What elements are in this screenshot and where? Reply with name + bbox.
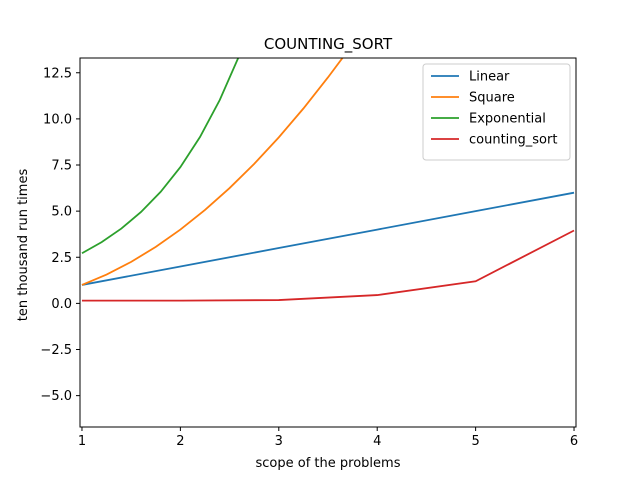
x-tick-label: 2 [176,434,184,449]
x-tick-label: 3 [275,434,283,449]
y-tick-label: 0.0 [51,297,72,312]
y-axis-label: ten thousand run times [16,169,31,322]
x-axis: 1 2 3 4 5 6 [78,427,578,449]
x-axis-label: scope of the problems [256,456,401,471]
x-tick-label: 1 [78,434,86,449]
series-line-counting-sort [81,229,575,302]
y-tick-label: 2.5 [51,251,72,266]
plot-area [79,57,577,428]
series-line-linear [81,191,575,286]
x-tick-label: 4 [373,434,381,449]
axes-frame [79,57,577,428]
y-tick-label: 12.5 [43,66,72,81]
x-tick-label: 6 [570,434,578,449]
y-tick-label: −5.0 [40,389,72,404]
y-tick-label: −2.5 [40,343,72,358]
y-tick-label: 7.5 [51,159,72,174]
legend-entry: counting_sort [469,133,557,148]
series-line-square [81,58,344,286]
y-tick-label: 10.0 [43,112,72,127]
y-tick-label: 5.0 [51,205,72,220]
x-tick-label: 5 [471,434,479,449]
legend-entry: Linear [469,70,510,85]
legend-entry: Exponential [469,112,546,127]
legend-box [422,63,571,161]
y-axis: −5.0 −2.5 0.0 2.5 5.0 7.5 10.0 12.5 [40,66,80,404]
legend-entry: Square [469,91,515,106]
legend: Linear Square Exponential counting_sort [422,63,571,161]
series-line-exponential [81,58,240,255]
chart-title: COUNTING_SORT [264,35,393,54]
